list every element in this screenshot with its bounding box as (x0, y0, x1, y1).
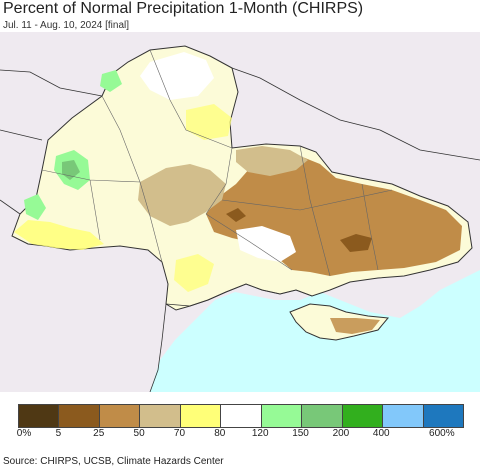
slightly-dry-area-south (174, 254, 214, 292)
color-legend (18, 404, 464, 428)
legend-tick-label: 80 (214, 428, 226, 439)
moderately-dry-area-north (236, 146, 308, 176)
crimea-dry-area (330, 318, 380, 334)
oblast-borders (41, 49, 393, 277)
legend-tick-label: 200 (332, 428, 350, 439)
normal-area-north (140, 52, 214, 100)
legend-tick-label: 120 (251, 428, 269, 439)
legend-tick-label: 25 (93, 428, 105, 439)
map-canvas (0, 32, 480, 393)
normal-area-center (236, 226, 296, 262)
legend-swatch-5 (221, 405, 262, 427)
slightly-dry-area-north (186, 104, 232, 140)
legend-tick-label: 600% (429, 428, 455, 439)
wet-area-southwest (24, 194, 46, 220)
very-dry-spot-2 (226, 208, 246, 222)
legend-tick-label: 400 (372, 428, 390, 439)
legend-swatch-6 (261, 405, 303, 427)
coastline (165, 283, 313, 307)
legend-swatch-8 (342, 405, 384, 427)
moderately-dry-area-center (138, 164, 226, 226)
map-title: Percent of Normal Precipitation 1-Month … (3, 0, 364, 17)
legend-swatch-1 (59, 405, 100, 427)
map-subtitle: Jul. 11 - Aug. 10, 2024 [final] (3, 20, 130, 31)
legend-tick-label: 0% (16, 428, 32, 439)
legend-swatch-9 (383, 405, 424, 427)
legend-swatch-10 (423, 405, 463, 427)
legend-swatch-0 (19, 405, 60, 427)
neighbour-borders (0, 67, 480, 393)
legend-swatch-7 (302, 405, 343, 427)
legend-swatch-2 (99, 405, 141, 427)
legend-swatch-3 (140, 405, 181, 427)
legend-tick-label: 70 (173, 428, 186, 439)
legend-tick-label: 150 (292, 428, 309, 439)
source-credit: Source: CHIRPS, UCSB, Climate Hazards Ce… (3, 456, 224, 467)
legend-tick-label: 50 (133, 428, 145, 439)
wet-area-north (100, 70, 122, 92)
legend-tick-label: 5 (55, 428, 62, 439)
legend-swatch-4 (180, 405, 222, 427)
very-dry-spot (340, 234, 372, 252)
legend-ticks: 0% 5 25 50 70 80 120 150 200 400 600% (0, 428, 480, 442)
precipitation-map (0, 32, 480, 393)
slightly-dry-area-west (14, 220, 104, 250)
